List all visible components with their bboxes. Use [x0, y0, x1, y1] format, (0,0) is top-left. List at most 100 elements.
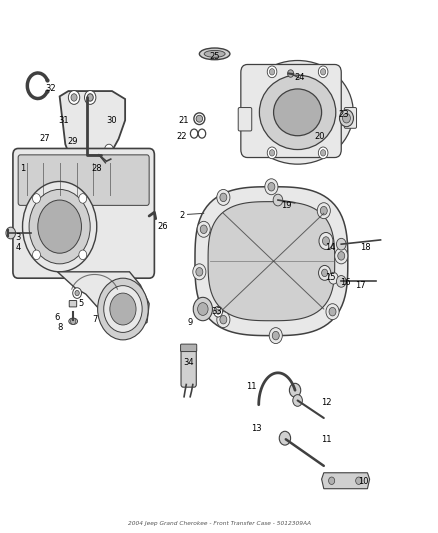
Circle shape [216, 309, 220, 314]
Text: 5: 5 [79, 299, 84, 308]
Circle shape [32, 193, 40, 203]
Circle shape [336, 238, 346, 250]
Circle shape [197, 221, 210, 237]
Text: 24: 24 [294, 73, 305, 82]
Text: 4: 4 [15, 244, 21, 253]
Polygon shape [195, 187, 348, 336]
Circle shape [335, 248, 348, 264]
Ellipse shape [204, 51, 225, 58]
Circle shape [318, 66, 328, 78]
Circle shape [319, 232, 333, 249]
Circle shape [269, 69, 275, 75]
Text: 20: 20 [314, 132, 325, 141]
Circle shape [328, 272, 338, 284]
Text: 14: 14 [325, 244, 336, 253]
Ellipse shape [191, 129, 198, 138]
Polygon shape [60, 91, 125, 168]
Circle shape [338, 252, 345, 260]
Text: 22: 22 [177, 132, 187, 141]
Text: 18: 18 [360, 244, 371, 253]
Text: 12: 12 [321, 398, 331, 407]
Circle shape [217, 312, 230, 328]
Text: 28: 28 [92, 164, 102, 173]
Ellipse shape [69, 318, 78, 325]
Polygon shape [321, 473, 370, 489]
Circle shape [200, 225, 207, 233]
Text: 2: 2 [179, 212, 184, 221]
Circle shape [79, 250, 87, 260]
Text: 11: 11 [247, 382, 257, 391]
Circle shape [279, 431, 290, 445]
Circle shape [326, 304, 339, 320]
Circle shape [196, 268, 203, 276]
Circle shape [273, 194, 283, 206]
Circle shape [272, 332, 279, 340]
Text: 9: 9 [188, 318, 193, 327]
Circle shape [267, 66, 277, 78]
FancyBboxPatch shape [181, 348, 196, 387]
FancyBboxPatch shape [238, 108, 252, 131]
Circle shape [110, 293, 136, 325]
Text: 6: 6 [55, 312, 60, 321]
Circle shape [268, 182, 275, 191]
Circle shape [322, 237, 329, 245]
Circle shape [71, 318, 76, 325]
Circle shape [68, 91, 80, 104]
Circle shape [328, 477, 335, 484]
Circle shape [214, 306, 223, 317]
Circle shape [321, 150, 326, 156]
FancyBboxPatch shape [85, 164, 92, 168]
Circle shape [317, 203, 330, 219]
Text: 16: 16 [340, 278, 351, 287]
Text: 1: 1 [20, 164, 25, 173]
Circle shape [321, 69, 326, 75]
Text: 10: 10 [358, 478, 368, 486]
Circle shape [267, 147, 277, 159]
Circle shape [220, 316, 227, 324]
Circle shape [38, 200, 81, 253]
Circle shape [318, 265, 331, 280]
Circle shape [85, 91, 96, 104]
Text: 23: 23 [338, 110, 349, 119]
Circle shape [320, 206, 327, 215]
Circle shape [336, 276, 346, 287]
Circle shape [104, 151, 114, 164]
Polygon shape [57, 272, 149, 330]
Circle shape [104, 286, 142, 333]
Circle shape [22, 181, 97, 272]
FancyBboxPatch shape [241, 64, 341, 158]
Circle shape [73, 288, 81, 298]
Text: 7: 7 [92, 315, 97, 324]
Circle shape [217, 189, 230, 205]
Circle shape [269, 328, 283, 344]
FancyBboxPatch shape [344, 108, 357, 128]
Circle shape [318, 147, 328, 159]
Circle shape [193, 264, 206, 280]
Circle shape [290, 383, 301, 397]
FancyBboxPatch shape [18, 155, 149, 205]
Circle shape [220, 193, 227, 201]
Text: 31: 31 [59, 116, 69, 125]
Circle shape [339, 110, 353, 127]
Text: 15: 15 [325, 273, 336, 281]
Text: 32: 32 [46, 84, 56, 93]
Circle shape [105, 144, 113, 155]
Ellipse shape [196, 115, 203, 122]
Text: 3: 3 [15, 233, 21, 242]
Circle shape [293, 394, 302, 406]
Circle shape [106, 155, 112, 161]
Text: 13: 13 [251, 424, 261, 433]
Circle shape [79, 193, 87, 203]
Circle shape [343, 114, 350, 123]
Text: 19: 19 [282, 201, 292, 210]
Text: 30: 30 [107, 116, 117, 125]
Text: 27: 27 [39, 134, 49, 143]
Circle shape [265, 179, 278, 195]
Text: 2004 Jeep Grand Cherokee - Front Transfer Case - 5012309AA: 2004 Jeep Grand Cherokee - Front Transfe… [127, 521, 311, 526]
Circle shape [356, 477, 362, 484]
Ellipse shape [199, 48, 230, 60]
Text: 11: 11 [321, 435, 331, 444]
FancyBboxPatch shape [180, 344, 197, 352]
Text: 17: 17 [356, 280, 366, 289]
Circle shape [98, 278, 148, 340]
